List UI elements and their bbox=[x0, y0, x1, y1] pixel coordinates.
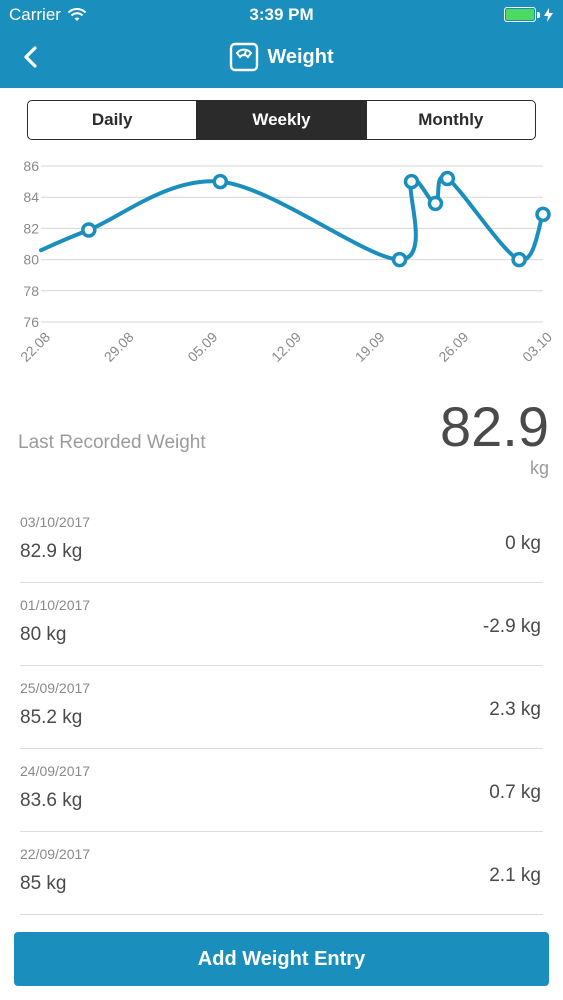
y-tick-label: 76 bbox=[23, 314, 39, 330]
last-recorded-label: Last Recorded Weight bbox=[18, 432, 206, 453]
data-point bbox=[511, 251, 527, 268]
entry-weight: 85.2 kg bbox=[20, 707, 83, 728]
battery-icon bbox=[504, 7, 536, 22]
entry-delta: 2.3 kg bbox=[489, 699, 541, 720]
x-tick-label: 22.08 bbox=[17, 329, 53, 365]
entry-weight: 82.9 kg bbox=[20, 541, 83, 562]
entry-date: 25/09/2017 bbox=[20, 680, 91, 696]
y-tick-label: 82 bbox=[23, 220, 39, 236]
tab-monthly[interactable]: Monthly bbox=[418, 110, 484, 129]
tab-daily[interactable]: Daily bbox=[28, 101, 198, 139]
x-tick-label: 05.09 bbox=[184, 329, 220, 365]
data-point bbox=[439, 170, 456, 187]
x-tick-label: 26.09 bbox=[435, 329, 471, 365]
entry-date: 22/09/2017 bbox=[20, 846, 91, 862]
data-point bbox=[212, 173, 229, 190]
carrier-label: Carrier bbox=[9, 5, 61, 24]
nav-title-group: Weight bbox=[0, 42, 563, 72]
battery-tip bbox=[537, 11, 540, 18]
status-right bbox=[504, 7, 553, 22]
list-item[interactable]: 01/10/2017 80 kg -2.9 kg bbox=[20, 583, 543, 666]
data-point bbox=[391, 251, 408, 268]
entry-date: 01/10/2017 bbox=[20, 597, 91, 613]
weight-series-line bbox=[39, 174, 545, 262]
entry-weight: 85 kg bbox=[20, 873, 67, 894]
data-point bbox=[535, 206, 551, 223]
entry-delta: 0.7 kg bbox=[489, 782, 541, 803]
y-tick-label: 80 bbox=[23, 252, 39, 268]
chevron-left-icon bbox=[24, 46, 37, 68]
last-recorded-unit: kg bbox=[529, 458, 549, 478]
entry-date: 24/09/2017 bbox=[20, 763, 91, 779]
status-bar: Carrier 3:39 PM bbox=[0, 0, 563, 30]
entry-weight: 83.6 kg bbox=[20, 790, 83, 811]
list-item[interactable]: 25/09/2017 85.2 kg 2.3 kg bbox=[20, 666, 543, 749]
x-tick-label: 03.10 bbox=[519, 329, 555, 365]
entry-delta: -2.9 kg bbox=[482, 616, 541, 637]
y-tick-label: 86 bbox=[23, 158, 39, 174]
app-header: Carrier 3:39 PM bbox=[0, 0, 563, 88]
status-time: 3:39 PM bbox=[249, 5, 314, 24]
x-tick-label: 29.08 bbox=[101, 329, 137, 365]
nav-bar: Weight bbox=[0, 30, 563, 88]
page-title: Weight bbox=[267, 45, 334, 68]
entry-list: 03/10/2017 82.9 kg 0 kg 01/10/2017 80 kg… bbox=[0, 500, 563, 915]
period-segmented-control: Daily Weekly Monthly bbox=[27, 100, 536, 140]
x-tick-label: 19.09 bbox=[352, 329, 388, 365]
entry-delta: 0 kg bbox=[505, 533, 541, 554]
y-tick-label: 78 bbox=[23, 283, 39, 299]
charging-icon bbox=[544, 7, 553, 22]
data-point bbox=[403, 173, 420, 190]
x-tick-label: 12.09 bbox=[268, 329, 304, 365]
entry-delta: 2.1 kg bbox=[489, 865, 541, 886]
data-point bbox=[81, 222, 97, 238]
wifi-icon bbox=[67, 7, 87, 21]
list-item[interactable]: 03/10/2017 82.9 kg 0 kg bbox=[20, 500, 543, 583]
scale-icon bbox=[230, 42, 259, 72]
last-recorded-value: 82.9 bbox=[440, 395, 549, 458]
list-item[interactable]: 22/09/2017 85 kg 2.1 kg bbox=[20, 832, 543, 915]
list-item[interactable]: 24/09/2017 83.6 kg 0.7 kg bbox=[20, 749, 543, 832]
entry-weight: 80 kg bbox=[20, 624, 67, 645]
entry-date: 03/10/2017 bbox=[20, 514, 91, 530]
status-left: Carrier bbox=[9, 5, 87, 25]
data-point bbox=[427, 195, 444, 212]
y-tick-label: 84 bbox=[23, 189, 39, 205]
back-button[interactable] bbox=[16, 42, 46, 72]
tab-weekly[interactable]: Weekly bbox=[197, 101, 367, 139]
add-weight-entry-button[interactable]: Add Weight Entry bbox=[14, 932, 549, 986]
